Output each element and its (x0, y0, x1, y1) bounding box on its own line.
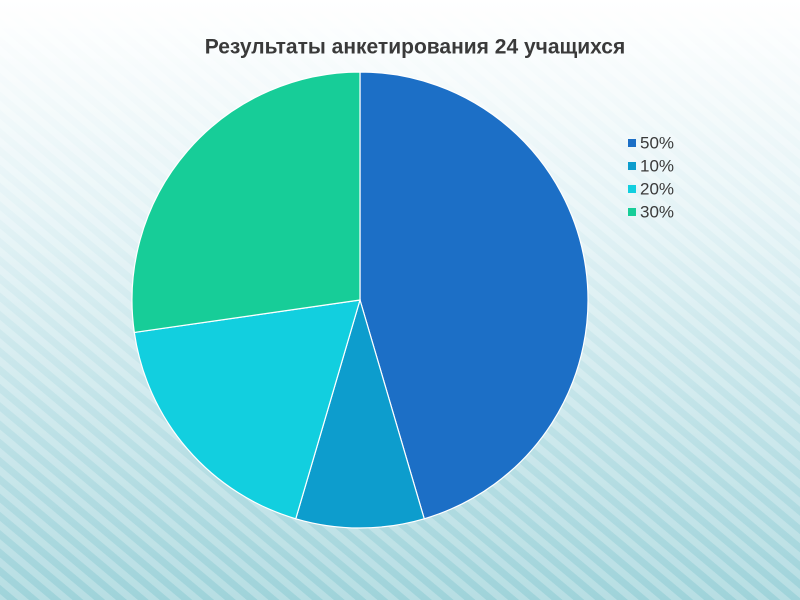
pie-slice (295, 297, 425, 529)
legend-label: 30% (640, 202, 674, 221)
pie (131, 71, 589, 529)
chart-title: Результаты анкетирования 24 учащихся (205, 36, 625, 59)
legend-label: 10% (640, 156, 674, 175)
legend-label: 20% (640, 179, 674, 198)
legend-label: 50% (640, 133, 674, 152)
legend-swatch (628, 208, 636, 216)
pie-slice (133, 299, 361, 520)
pie-slice (359, 71, 589, 520)
pie-slice (131, 71, 361, 334)
legend-swatch (628, 162, 636, 170)
legend: 50% 10% 20% 30% (628, 133, 674, 221)
legend-swatch (628, 139, 636, 147)
legend-swatch (628, 185, 636, 193)
